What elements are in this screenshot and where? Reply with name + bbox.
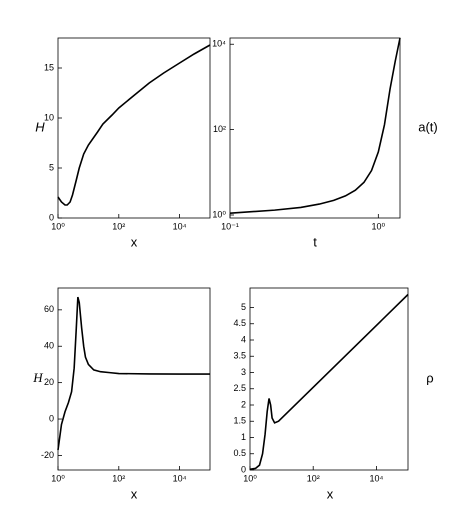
y-axis-label: H: [32, 370, 43, 385]
y-tick-label: 20: [44, 377, 54, 387]
y-tick-label: 3.5: [233, 351, 246, 361]
x-tick-label: 10⁰: [243, 473, 257, 483]
curve: [57, 296, 210, 451]
y-tick-label: 2: [241, 399, 246, 409]
y-tick-label: 5: [49, 162, 54, 172]
axes-box: [57, 37, 211, 219]
axes-box: [249, 287, 409, 471]
y-tick-label: 0.5: [233, 448, 246, 458]
x-axis-label: x: [131, 486, 138, 501]
y-tick-label: 5: [241, 302, 246, 312]
x-tick-label: 10⁰: [372, 221, 386, 231]
curve: [229, 37, 401, 215]
y-tick-label: 4.5: [233, 318, 246, 328]
y-tick-label: 1: [241, 432, 246, 442]
y-tick-label: 10: [44, 112, 54, 122]
x-tick-label: 10²: [112, 221, 125, 231]
x-tick-label: 10⁴: [369, 473, 383, 483]
curve: [57, 44, 211, 206]
x-tick-label: 10⁴: [173, 221, 187, 231]
y-tick-label: 0: [241, 464, 246, 474]
x-axis-label: x: [327, 486, 334, 501]
x-tick-label: 10⁴: [173, 473, 187, 483]
axes-box: [57, 287, 211, 471]
y-tick-label: 0: [49, 413, 54, 423]
y-tick-label: 15: [44, 62, 54, 72]
y-axis-label: a(t): [418, 119, 438, 134]
x-tick-label: 10⁰: [51, 221, 65, 231]
y-tick-label: 10⁴: [212, 39, 226, 49]
y-axis-label: H: [35, 119, 45, 134]
x-tick-label: 10²: [307, 473, 320, 483]
x-tick-label: 10⁻¹: [221, 221, 239, 231]
axes-box: [229, 37, 401, 219]
x-axis-label: t: [313, 234, 317, 249]
x-tick-label: 10²: [112, 473, 125, 483]
y-tick-label: 60: [44, 304, 54, 314]
y-tick-label: 1.5: [233, 416, 246, 426]
y-tick-label: 4: [241, 334, 246, 344]
y-tick-label: 3: [241, 367, 246, 377]
y-tick-label: 10²: [213, 124, 226, 134]
curve: [249, 293, 409, 471]
y-tick-label: 10⁰: [212, 209, 226, 219]
x-tick-label: 10⁰: [51, 473, 65, 483]
y-tick-label: -20: [41, 450, 54, 460]
y-axis-label: ρ: [426, 370, 433, 385]
y-tick-label: 2.5: [233, 383, 246, 393]
y-tick-label: 40: [44, 341, 54, 351]
y-tick-label: 0: [49, 212, 54, 222]
x-axis-label: x: [131, 234, 138, 249]
